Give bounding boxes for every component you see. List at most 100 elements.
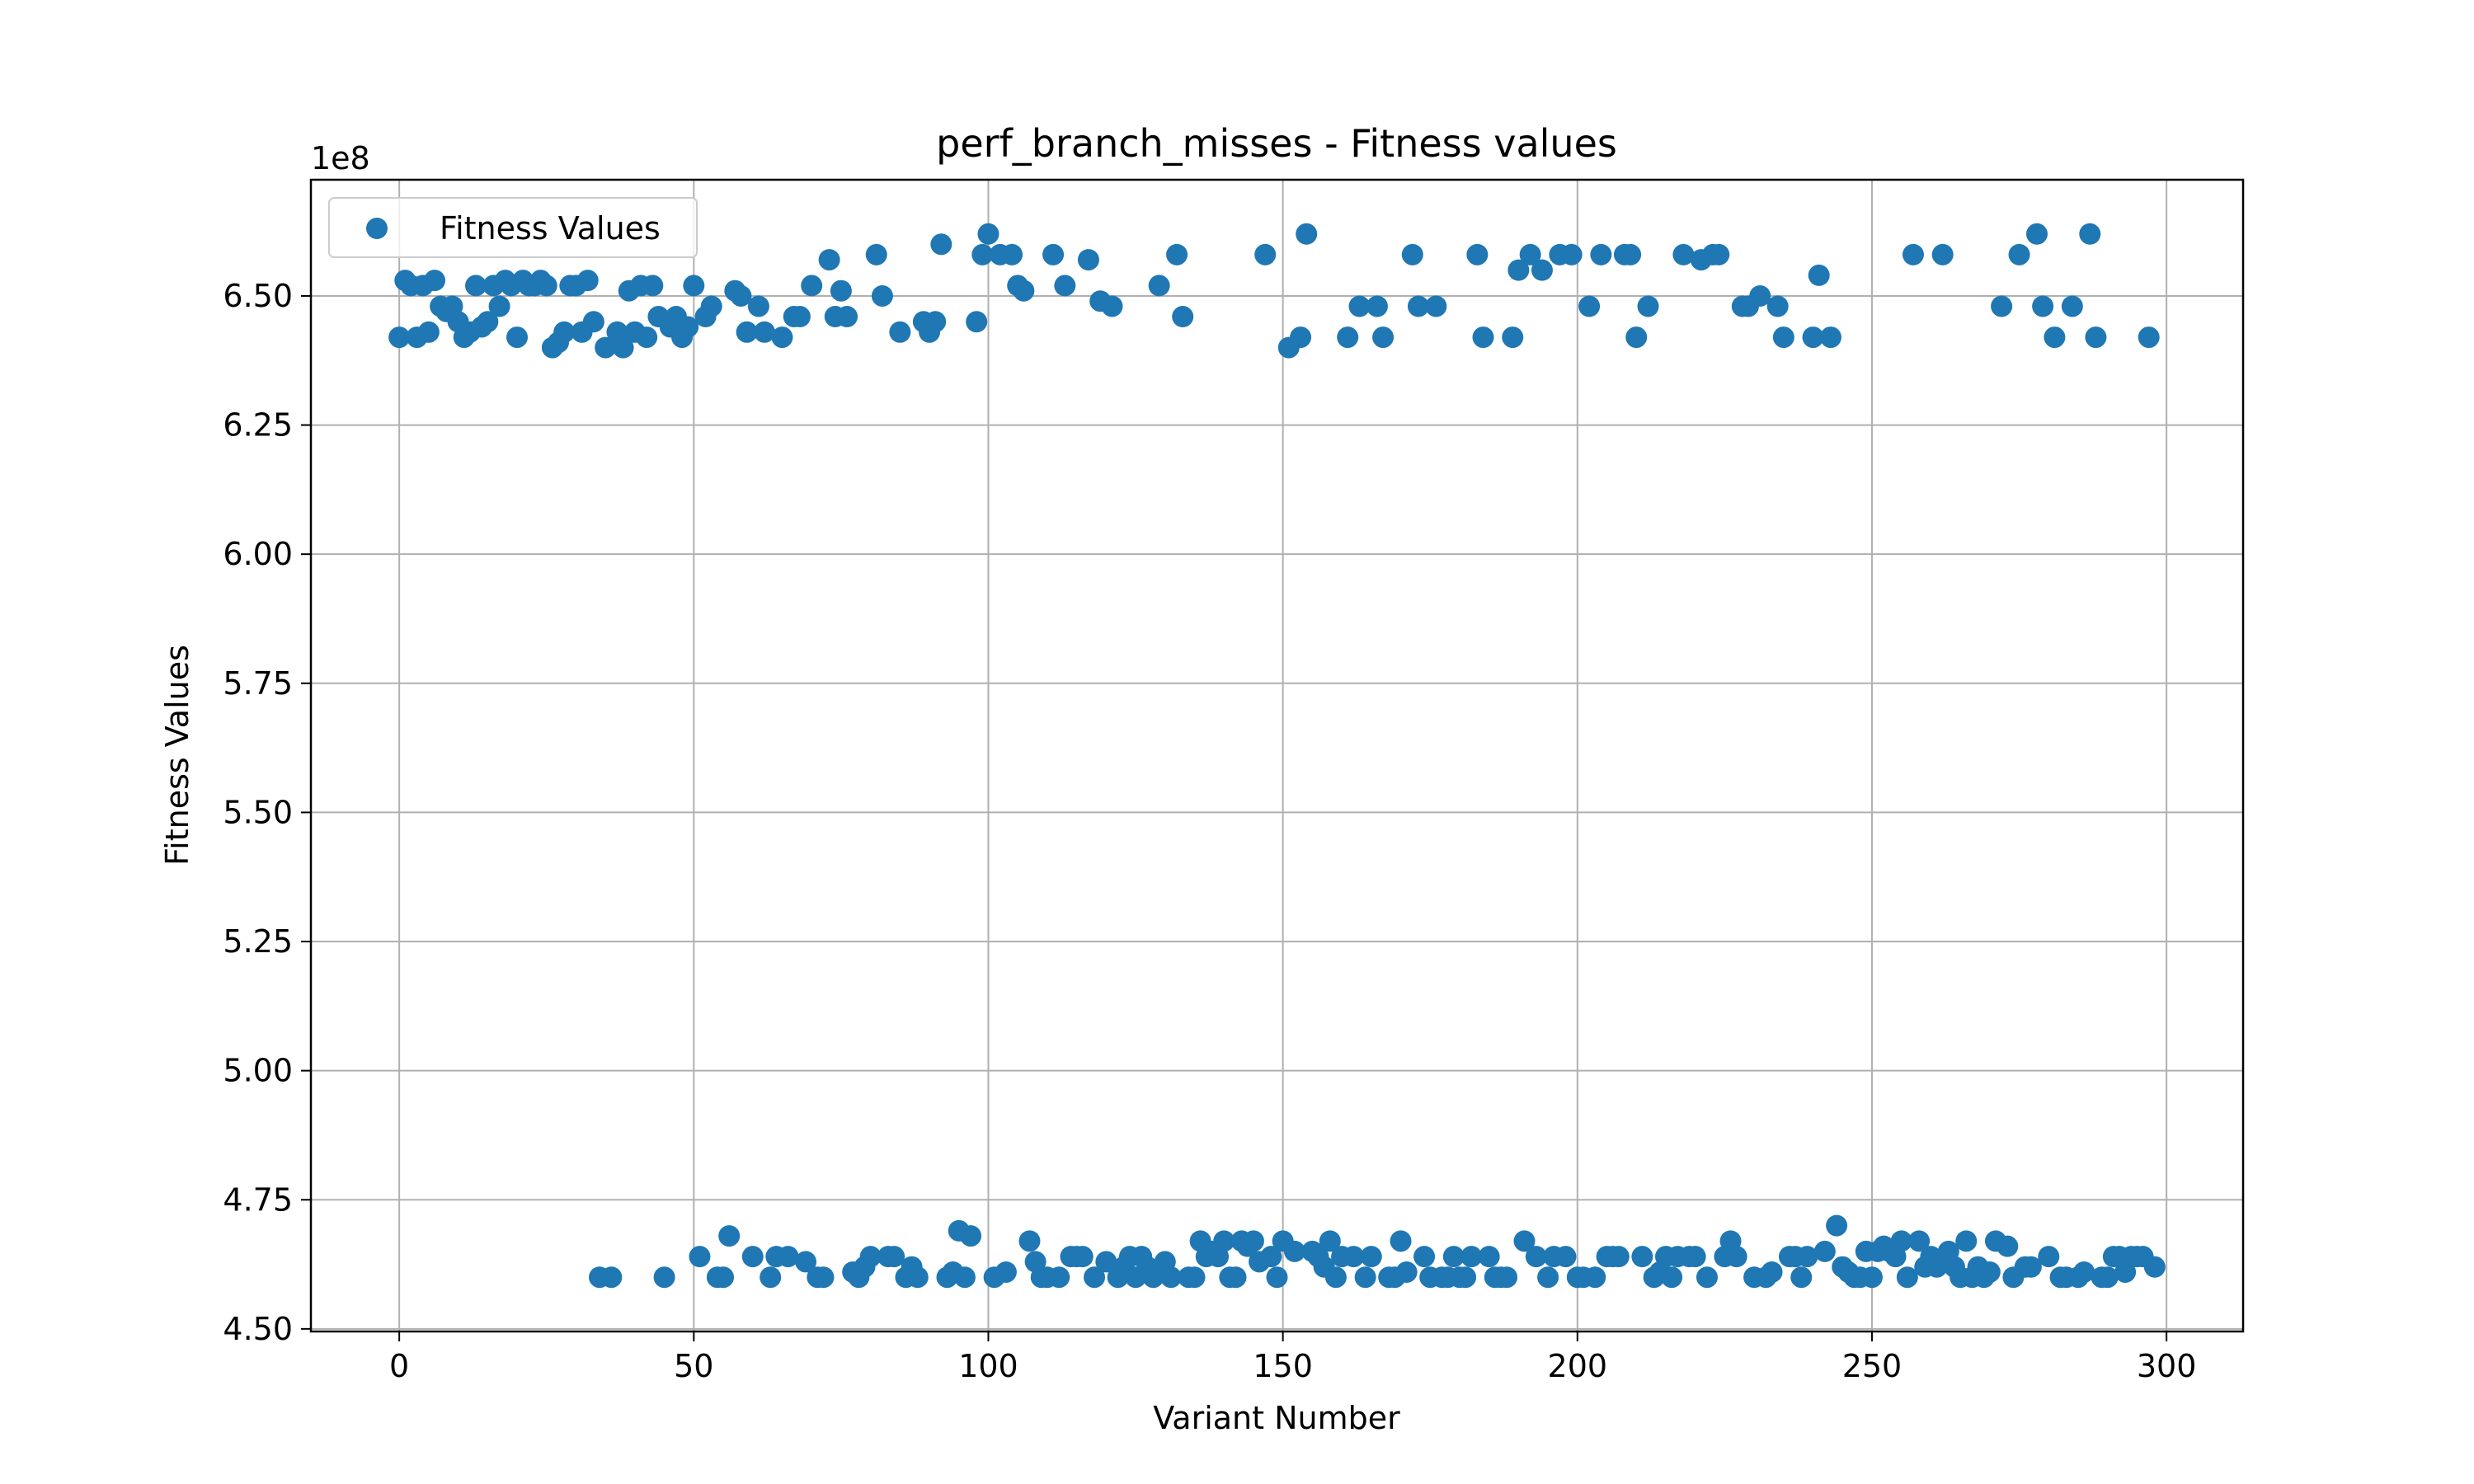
data-point (1531, 259, 1553, 281)
data-point (2044, 326, 2066, 349)
data-point (1354, 1266, 1376, 1289)
data-point (388, 326, 411, 349)
data-point (1860, 1266, 1883, 1289)
y-tick-label: 5.50 (223, 794, 293, 830)
data-point (2020, 1256, 2042, 1278)
data-point (612, 336, 634, 359)
data-point (1931, 243, 1954, 265)
data-point (924, 311, 947, 333)
data-point (1225, 1266, 1247, 1289)
data-point (2025, 223, 2048, 245)
data-point (1796, 1246, 1818, 1268)
data-point (1696, 1266, 1718, 1289)
data-point (1749, 284, 1771, 307)
data-point (1513, 1230, 1536, 1252)
data-point (677, 316, 699, 338)
data-point (683, 275, 705, 297)
data-point (777, 1246, 799, 1268)
data-point (883, 1246, 905, 1268)
y-offset-label: 1e8 (311, 140, 370, 176)
legend-label: Fitness Values (440, 210, 661, 247)
data-point (1266, 1266, 1288, 1289)
data-point (477, 311, 499, 333)
data-point (1142, 1266, 1164, 1289)
plot-frame (309, 178, 2245, 1333)
data-point (2061, 295, 2083, 317)
data-point (1819, 326, 1841, 349)
data-point (2143, 1256, 2166, 1278)
x-tick-label: 200 (1548, 1348, 1608, 1384)
data-point (1260, 1246, 1282, 1268)
data-point (1296, 223, 1318, 245)
data-point (1166, 243, 1188, 265)
data-point (689, 1246, 711, 1268)
data-point (1360, 1246, 1382, 1268)
data-point (1472, 326, 1494, 349)
y-axis-label: Fitness Values (159, 645, 195, 866)
data-point (424, 270, 446, 292)
data-point (1395, 1261, 1418, 1283)
data-point (1290, 326, 1312, 349)
data-point (1890, 1230, 1912, 1252)
data-point (801, 275, 823, 297)
data-point (1071, 1246, 1094, 1268)
data-point (576, 270, 599, 292)
data-point (1507, 259, 1530, 281)
data-point (788, 306, 811, 328)
data-point (1813, 1240, 1836, 1262)
data-point (713, 1266, 735, 1289)
data-point (730, 284, 752, 307)
y-tick-label: 5.75 (223, 665, 293, 702)
data-point (1584, 1266, 1606, 1289)
data-point (1790, 1266, 1813, 1289)
data-point (754, 321, 776, 343)
data-point (953, 1266, 976, 1289)
data-point (465, 275, 487, 297)
data-point (1772, 326, 1794, 349)
data-point (830, 279, 852, 302)
data-point (966, 311, 988, 333)
data-point (977, 223, 999, 245)
data-point (595, 336, 617, 359)
data-point (1319, 1230, 1341, 1252)
data-point (1631, 1246, 1653, 1268)
data-point (1013, 279, 1035, 302)
data-point (1425, 295, 1447, 317)
data-point (1478, 1246, 1500, 1268)
data-point (1896, 1266, 1918, 1289)
data-point (1908, 1230, 1931, 1252)
data-point (1455, 1266, 1477, 1289)
data-point (1254, 243, 1277, 265)
chart-title: perf_branch_misses - Fitness values (936, 121, 1617, 166)
data-point (1401, 243, 1423, 265)
data-point (1978, 1261, 2001, 1283)
data-point (1148, 275, 1170, 297)
data-point (1172, 306, 1194, 328)
data-point (1590, 243, 1612, 265)
data-point (1413, 1246, 1436, 1268)
data-point (1554, 1246, 1577, 1268)
data-point (653, 1266, 675, 1289)
data-point (1560, 243, 1583, 265)
data-point (859, 1246, 882, 1268)
data-point (1502, 326, 1524, 349)
data-point (488, 295, 510, 317)
x-axis-ticks: 0 50 100 150 200 250 300 (389, 1331, 2196, 1384)
data-point (1390, 1230, 1412, 1252)
data-point (1407, 295, 1429, 317)
data-point (971, 243, 994, 265)
data-point (1283, 1240, 1305, 1262)
x-tick-label: 0 (389, 1348, 409, 1384)
x-tick-label: 100 (958, 1348, 1018, 1384)
data-point (836, 306, 858, 328)
data-point (795, 1251, 817, 1273)
data-point (1802, 326, 1824, 349)
grid (311, 180, 2243, 1331)
data-point (1708, 243, 1730, 265)
data-point (718, 1225, 741, 1247)
data-point (700, 295, 722, 317)
data-point (1442, 1246, 1465, 1268)
data-point (1672, 243, 1695, 265)
data-point (930, 233, 952, 256)
data-point (1366, 295, 1388, 317)
